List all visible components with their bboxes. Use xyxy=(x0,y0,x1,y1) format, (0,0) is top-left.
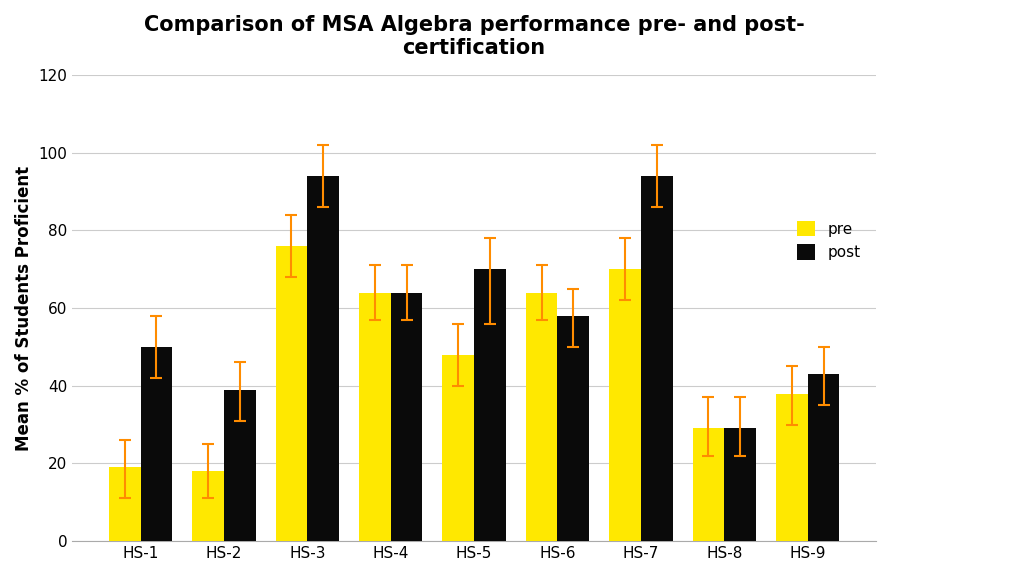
Bar xyxy=(193,471,224,541)
Bar xyxy=(442,355,474,541)
Bar xyxy=(525,293,557,541)
Bar xyxy=(474,269,506,541)
Bar xyxy=(776,393,808,541)
Title: Comparison of MSA Algebra performance pre- and post-
certification: Comparison of MSA Algebra performance pr… xyxy=(143,15,805,58)
Bar xyxy=(359,293,391,541)
Bar xyxy=(641,176,673,541)
Bar xyxy=(224,389,256,541)
Y-axis label: Mean % of Students Proficient: Mean % of Students Proficient xyxy=(15,165,33,450)
Bar xyxy=(808,374,840,541)
Bar xyxy=(724,429,756,541)
Bar xyxy=(140,347,172,541)
Bar xyxy=(557,316,589,541)
Bar xyxy=(275,246,307,541)
Bar xyxy=(391,293,422,541)
Bar xyxy=(109,467,140,541)
Bar xyxy=(692,429,724,541)
Bar xyxy=(609,269,641,541)
Legend: pre, post: pre, post xyxy=(790,213,868,268)
Bar xyxy=(307,176,339,541)
